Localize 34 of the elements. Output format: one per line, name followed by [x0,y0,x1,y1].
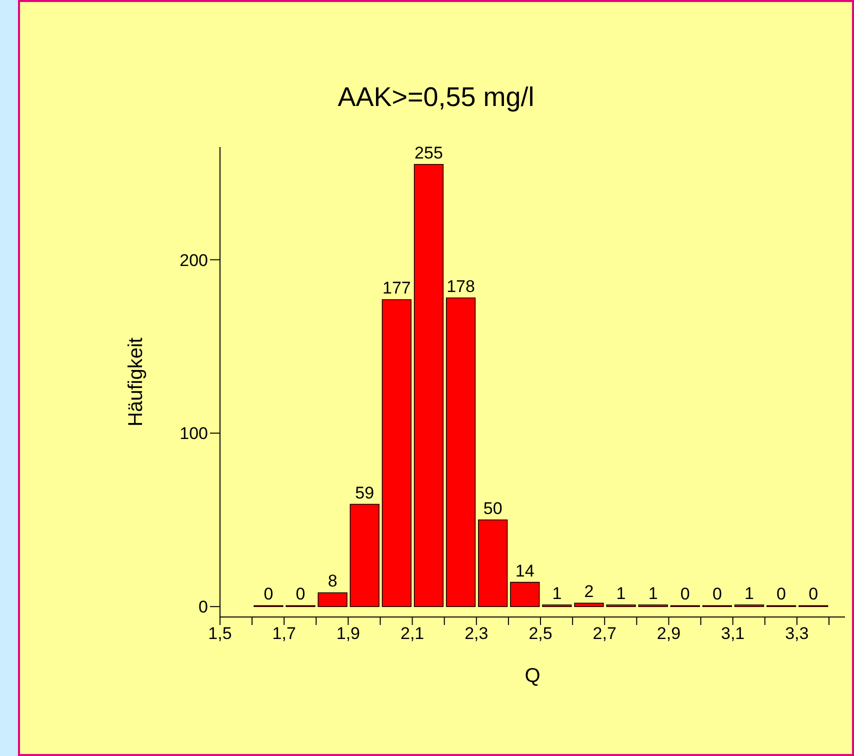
x-tick-label: 2,5 [528,624,552,644]
x-tick-label: 2,1 [400,624,424,644]
data-label: 0 [296,584,306,604]
x-axis-title: Q [524,665,540,687]
data-label: 1 [744,584,754,603]
data-label: 8 [328,572,338,591]
data-label: 0 [680,584,690,604]
data-label: 50 [483,498,502,518]
data-label: 0 [808,584,818,604]
y-tick-label: 200 [180,250,208,270]
data-label: 1 [552,584,562,603]
data-label: 0 [264,584,274,604]
x-tick-label: 3,1 [721,624,745,644]
x-tick-label: 1,5 [208,624,232,644]
data-label: 0 [776,584,786,604]
x-tick-label: 3,3 [785,624,809,644]
y-tick-label: 100 [180,424,208,444]
data-label: 178 [446,276,475,296]
data-label: 177 [382,278,411,298]
x-tick-label: 1,7 [272,624,296,644]
x-tick-label: 2,9 [656,624,681,644]
data-label: 0 [712,584,722,604]
x-tick-label: 2,7 [592,624,616,644]
data-label: 14 [515,561,534,580]
x-tick-label: 1,9 [336,624,360,644]
data-label: 1 [616,584,626,603]
data-label: 1 [648,584,658,603]
data-label: 255 [414,143,443,162]
data-label: 2 [584,582,594,602]
chart-title: AAK>=0,55 mg/l [336,82,536,113]
data-label: 59 [355,483,374,502]
y-axis-title: Häufigkeit [125,337,148,426]
y-tick-label: 0 [198,598,208,617]
x-tick-label: 2,3 [464,624,488,644]
